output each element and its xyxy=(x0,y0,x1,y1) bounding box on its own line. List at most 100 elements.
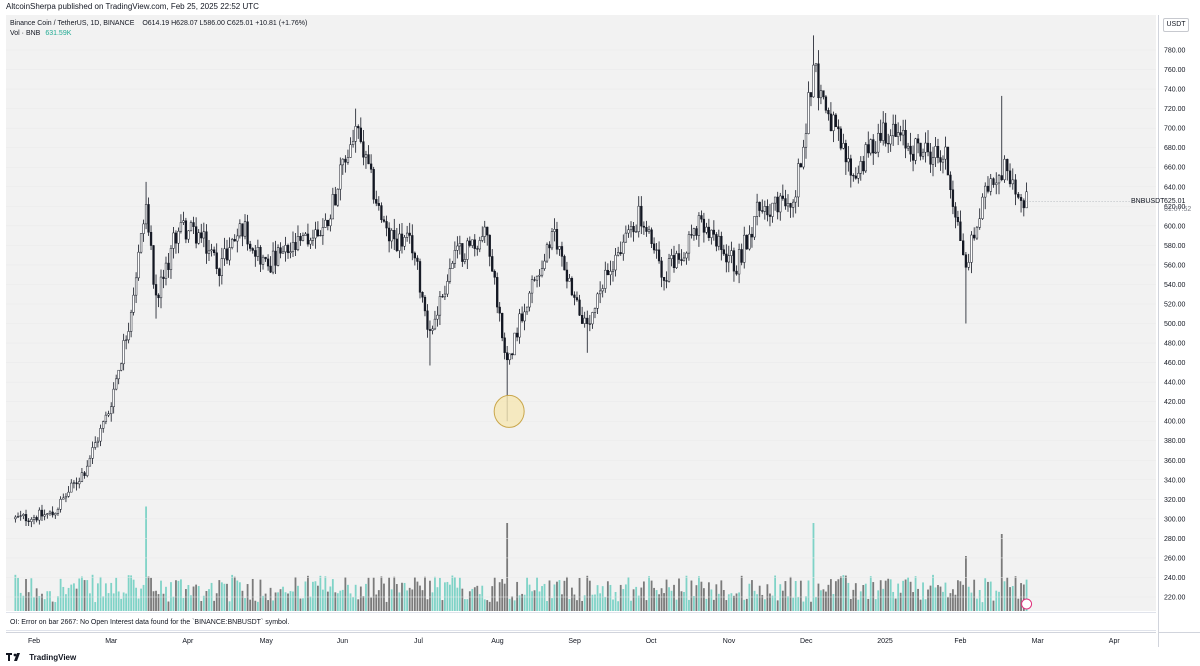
candle-body xyxy=(814,63,818,66)
volume-bar xyxy=(735,593,738,611)
candle-body xyxy=(301,235,305,241)
volume-bar xyxy=(339,590,342,611)
candle-body xyxy=(152,245,155,285)
candle-body xyxy=(59,498,62,510)
candle-body xyxy=(243,221,247,237)
candle-body xyxy=(712,229,716,235)
volume-bar xyxy=(367,577,370,611)
volume-bar xyxy=(471,588,474,611)
volume-bar xyxy=(805,596,807,611)
candle-body xyxy=(446,281,449,295)
candle-body xyxy=(513,332,516,356)
time-axis[interactable]: Feb Mar Apr May Jun Jul Aug Sep Oct Nov Dec 2025 Feb… xyxy=(6,632,1156,647)
candle-body xyxy=(276,247,280,266)
candle-body xyxy=(847,158,850,163)
legend-volume-value: 631.59K xyxy=(45,30,72,37)
legend-volume-label[interactable]: Vol · BNB xyxy=(10,30,41,37)
candle-body xyxy=(657,249,661,262)
candle-body xyxy=(51,511,54,516)
candle-body xyxy=(72,482,76,484)
candle-body xyxy=(926,142,930,153)
volume-bar xyxy=(776,600,779,611)
candle-body xyxy=(159,276,163,299)
volume-bar xyxy=(436,587,439,611)
candle-body xyxy=(794,196,797,203)
volume-bar xyxy=(334,592,337,611)
candle-body xyxy=(316,229,320,237)
volume-bar xyxy=(35,588,38,611)
candle-body xyxy=(398,233,401,251)
candle-body xyxy=(225,248,229,261)
candle-body xyxy=(210,249,213,252)
candle-body xyxy=(164,262,168,279)
candle-body xyxy=(408,232,411,236)
volume-bar xyxy=(516,581,519,611)
candle-body xyxy=(468,240,471,246)
candle-body xyxy=(642,225,646,228)
candle-body xyxy=(230,239,234,248)
currency-selector[interactable]: USDT xyxy=(1163,18,1189,32)
price-tick-label: 300.00 xyxy=(1164,516,1186,523)
volume-bar xyxy=(241,590,244,611)
candle-body xyxy=(904,129,907,149)
price-axis[interactable]: 220.00 240.00 260.00 280.00 300.00 320.00 340.… xyxy=(1158,15,1200,632)
candle-body xyxy=(157,294,160,299)
candle-body xyxy=(88,458,92,467)
candle-body xyxy=(83,472,86,476)
candle-body xyxy=(560,246,564,257)
volume-bar xyxy=(660,588,663,611)
legend-symbol[interactable]: Binance Coin / TetherUS, 1D, BINANCE xyxy=(10,20,135,27)
volume-bar xyxy=(359,586,362,611)
volume-bar xyxy=(937,585,939,611)
candle-body xyxy=(54,513,57,516)
volume-bar xyxy=(461,588,464,611)
candle-body xyxy=(745,234,748,250)
publish-line: AltcoinSherpa published on TradingView.c… xyxy=(6,2,259,11)
candle-body xyxy=(727,255,730,263)
volume-bar xyxy=(115,577,118,611)
volume-bar xyxy=(43,599,46,611)
candle-body xyxy=(518,313,521,338)
volume-bar xyxy=(827,584,830,611)
volume-bar xyxy=(496,601,499,611)
candle-body xyxy=(901,129,905,136)
volume-bar xyxy=(511,596,514,611)
volume-bar xyxy=(705,598,708,611)
price-tick-label: 220.00 xyxy=(1164,595,1186,602)
bar-countdown: 01:07:52 xyxy=(1164,206,1192,213)
volume-bar xyxy=(748,583,751,611)
candle-body xyxy=(448,268,452,282)
volume-bar xyxy=(518,595,521,611)
candle-body xyxy=(970,234,973,263)
volume-bar xyxy=(556,581,558,611)
chart-plot-area[interactable] xyxy=(6,15,1156,611)
volume-bar xyxy=(498,582,501,611)
candle-body xyxy=(30,519,33,522)
volume-bar xyxy=(792,597,795,611)
volume-bar xyxy=(326,591,329,611)
event-lightning-icon[interactable] xyxy=(1021,598,1033,610)
price-tick-label: 380.00 xyxy=(1164,438,1186,445)
volume-bar xyxy=(698,576,700,611)
volume-bar xyxy=(599,593,602,611)
volume-bar xyxy=(451,575,454,611)
volume-bar xyxy=(249,599,252,611)
candle-body xyxy=(461,243,464,262)
candle-body xyxy=(296,236,300,250)
circle-annotation[interactable] xyxy=(493,394,525,428)
candle-body xyxy=(545,244,549,262)
volume-bar xyxy=(513,600,516,611)
price-tick-label: 260.00 xyxy=(1164,555,1186,562)
volume-bar xyxy=(38,596,41,611)
volume-bar xyxy=(426,599,429,611)
volume-bar xyxy=(533,590,536,611)
volume-bar xyxy=(319,575,322,611)
candle-body xyxy=(202,231,205,239)
candle-body xyxy=(807,92,810,134)
candle-body xyxy=(588,323,591,325)
volume-bar xyxy=(19,592,22,611)
candle-body xyxy=(695,228,698,236)
candle-body xyxy=(127,331,130,341)
volume-bar xyxy=(812,523,815,611)
